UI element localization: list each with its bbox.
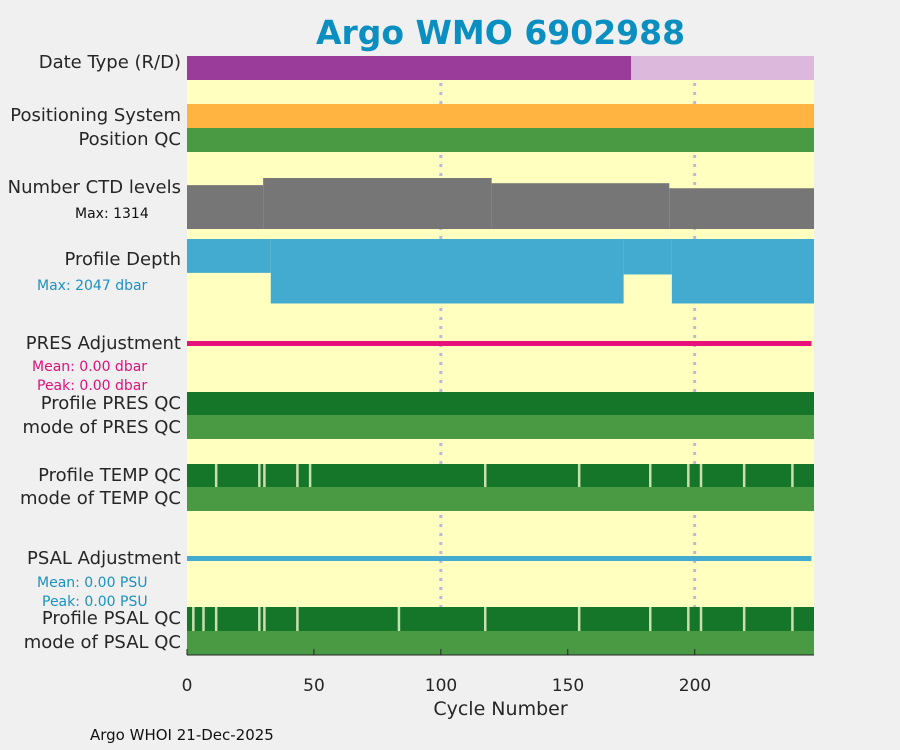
chart-marks (187, 56, 814, 655)
temp-qc-gap-30 (263, 464, 266, 487)
label-pres-adjustment: PRES Adjustment (25, 333, 181, 354)
x-axis-label: Cycle Number (433, 698, 568, 720)
x-tick-marks (186, 649, 696, 655)
psal-qc-gap-6 (202, 607, 205, 631)
psal-qc-gap-202 (699, 607, 703, 631)
psal-qc-gap-11 (214, 607, 218, 631)
position-qc-bar (187, 128, 814, 152)
depth-max-label: Max: 2047 dbar (37, 278, 148, 294)
chart-title: Argo WMO 6902988 (315, 13, 686, 52)
label-mode-pres-qc: mode of PRES QC (22, 417, 181, 438)
label-mode-temp-qc: mode of TEMP QC (19, 488, 181, 509)
footer-credit: Argo WHOI 21-Dec-2025 (90, 726, 274, 744)
label-positioning-system: Positioning System (10, 105, 181, 126)
plot-background (187, 56, 814, 655)
temp-qc-gap-11 (214, 464, 218, 487)
psal-qc-gap-117 (484, 607, 487, 631)
profile-depth-bar-3 (671, 239, 814, 304)
temp-qc-gap-238 (791, 464, 794, 487)
ctd-levels-bar-2 (491, 183, 670, 229)
mode-temp-qc-bar (187, 487, 814, 511)
psal-peak-label: Peak: 0.00 PSU (42, 594, 148, 610)
label-position-qc: Position QC (78, 129, 181, 150)
label-psal-adjustment: PSAL Adjustment (26, 548, 181, 569)
label-profile-temp-qc: Profile TEMP QC (38, 465, 181, 486)
profile-depth-bar-0 (187, 239, 271, 273)
pres-mean-label: Mean: 0.00 dbar (32, 359, 148, 375)
temp-qc-gap-182 (649, 464, 652, 487)
mode-psal-qc-bar (187, 631, 814, 655)
ctd-levels-bar-0 (187, 185, 264, 229)
x-tick-label-50: 50 (303, 676, 325, 696)
temp-qc-gap-117 (484, 464, 487, 487)
temp-qc-gap-48 (308, 464, 312, 487)
label-date-type: Date Type (R/D) (38, 52, 181, 73)
profile-depth-bar-2 (623, 239, 672, 275)
temp-qc-gap-28 (258, 464, 261, 487)
psal-qc-gap-30 (263, 607, 266, 631)
ctd-levels-bar-3 (669, 188, 814, 229)
label-number-ctd-levels: Number CTD levels (7, 177, 181, 198)
profile-depth-bar-1 (270, 239, 624, 304)
psal-qc-gap-83 (397, 607, 401, 631)
temp-qc-gap-154 (577, 464, 581, 487)
psal-qc-gap-154 (577, 607, 581, 631)
x-tick-label-0: 0 (181, 676, 193, 696)
label-profile-psal-qc: Profile PSAL QC (41, 608, 181, 629)
psal-qc-gap-28 (258, 607, 261, 631)
label-profile-pres-qc: Profile PRES QC (40, 393, 181, 414)
psal-qc-gap-197 (687, 607, 690, 631)
temp-qc-gap-202 (699, 464, 703, 487)
temp-qc-gap-219 (742, 464, 746, 487)
psal-qc-gap-43 (296, 607, 299, 631)
pres-peak-label: Peak: 0.00 dbar (37, 378, 148, 394)
psal-qc-gap-2 (192, 607, 195, 631)
temp-qc-gap-43 (296, 464, 299, 487)
ctd-max-label: Max: 1314 (75, 206, 149, 222)
psal-qc-gap-182 (649, 607, 652, 631)
profile-psal-qc-bar (187, 607, 814, 631)
ctd-levels-bar-1 (263, 178, 492, 229)
profile-pres-qc-bar (187, 392, 814, 415)
date-type-bar-R (187, 56, 632, 80)
x-tick-label-100: 100 (424, 676, 458, 696)
temp-qc-gap-197 (687, 464, 690, 487)
gridlines (439, 56, 697, 655)
psal-qc-gap-238 (791, 607, 794, 631)
label-mode-psal-qc: mode of PSAL QC (23, 632, 181, 653)
profile-temp-qc-bar (187, 464, 814, 487)
pres-adjustment-line (187, 341, 812, 346)
x-tick-label-200: 200 (678, 676, 712, 696)
mode-pres-qc-bar (187, 415, 814, 439)
date-type-bar-D (631, 56, 814, 80)
positioning-system-bar (187, 104, 814, 128)
psal-mean-label: Mean: 0.00 PSU (37, 575, 148, 591)
x-tick-label-150: 150 (551, 676, 585, 696)
psal-adjustment-line (187, 556, 812, 561)
label-profile-depth: Profile Depth (64, 249, 181, 270)
psal-qc-gap-219 (742, 607, 746, 631)
